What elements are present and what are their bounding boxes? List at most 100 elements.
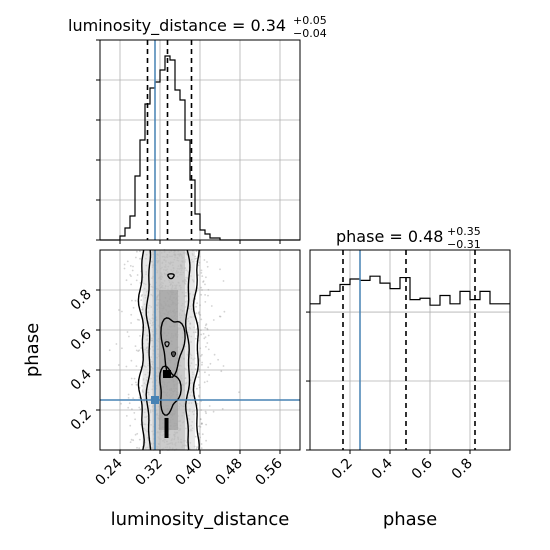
scatter-point	[135, 383, 138, 386]
scatter-point	[219, 315, 222, 318]
scatter-point	[131, 299, 133, 302]
scatter-point	[198, 433, 201, 435]
scatter-point	[201, 353, 203, 356]
scatter-point	[127, 393, 130, 396]
panel-2d-luminosity-distance-phase: 0.24 0.32 0.40 0.48 0.56 0.2 0.4 0.6 0.8	[68, 249, 301, 489]
scatter-point	[206, 327, 209, 330]
scatter-point	[199, 347, 202, 350]
scatter-point	[132, 397, 135, 399]
contour-line-0	[137, 249, 145, 451]
scatter-point	[135, 349, 138, 352]
scatter-point	[201, 422, 203, 425]
xlabel-luminosity-distance: luminosity_distance	[111, 509, 290, 530]
scatter-point	[198, 395, 200, 398]
scatter-point	[140, 347, 143, 349]
scatter-point	[135, 381, 137, 384]
scatter-point	[195, 447, 198, 450]
scatter-point	[131, 383, 133, 386]
scatter-point	[132, 306, 135, 309]
scatter-point	[205, 345, 207, 348]
x-tick-label: 0.32	[132, 456, 165, 489]
y-tick-label: 0.4	[68, 366, 95, 393]
scatter-point	[199, 436, 202, 439]
scatter-point	[200, 269, 203, 272]
scatter-point	[129, 274, 132, 276]
scatter-point	[136, 250, 138, 253]
scatter-point	[213, 353, 216, 356]
scatter-point	[208, 405, 211, 407]
scatter-point	[140, 299, 143, 301]
scatter-point	[209, 362, 212, 365]
scatter-point	[130, 283, 133, 286]
density-band-inner	[159, 290, 178, 430]
density-peak	[164, 418, 169, 438]
scatter-point	[198, 370, 201, 373]
scatter-point	[138, 349, 141, 352]
scatter-point	[130, 275, 132, 277]
scatter-point	[196, 387, 198, 390]
title-phase-main: phase = 0.48	[336, 227, 443, 246]
title-luminosity-distance-sup: +0.05	[293, 14, 327, 27]
scatter-point	[198, 261, 201, 264]
y-tick-label: 0.8	[68, 287, 95, 314]
scatter-point	[139, 250, 141, 253]
panel-hist-luminosity-distance	[96, 39, 301, 244]
scatter-point	[201, 363, 203, 366]
contour-blob	[164, 341, 170, 348]
scatter-point	[199, 314, 202, 316]
scatter-point	[210, 305, 213, 307]
scatter-point	[129, 441, 132, 443]
scatter-point	[194, 368, 197, 371]
scatter-point	[128, 402, 131, 405]
scatter-point	[194, 435, 197, 438]
scatter-point	[202, 281, 205, 283]
scatter-point	[195, 257, 198, 260]
x-tick-label: 0.56	[252, 455, 285, 488]
scatter-point	[205, 276, 207, 279]
scatter-point	[199, 329, 202, 332]
scatter-point	[202, 333, 205, 335]
scatter-point	[121, 347, 123, 350]
scatter-point	[197, 376, 200, 379]
scatter-point	[132, 265, 134, 268]
contour-line-1	[145, 249, 152, 451]
scatter-point	[203, 337, 206, 340]
scatter-point	[198, 255, 201, 258]
scatter-point	[201, 275, 204, 277]
scatter-point	[139, 335, 141, 337]
scatter-point	[200, 443, 203, 445]
scatter-point	[123, 267, 126, 270]
scatter-point	[200, 272, 203, 274]
scatter-point	[204, 294, 207, 296]
scatter-point	[118, 309, 120, 311]
scatter-point	[238, 391, 241, 394]
truth-marker	[151, 396, 159, 404]
scatter-point	[200, 333, 203, 336]
scatter-point	[200, 447, 203, 449]
scatter-point	[134, 299, 137, 302]
scatter-point	[204, 410, 207, 413]
scatter-point	[204, 324, 207, 327]
scatter-point	[141, 384, 143, 387]
x-tick-label: 0.24	[92, 455, 125, 488]
title-luminosity-distance-main: luminosity_distance = 0.34	[68, 16, 286, 36]
scatter-point	[199, 304, 201, 307]
scatter-point	[138, 319, 141, 321]
scatter-point	[127, 406, 130, 409]
scatter-point	[123, 263, 126, 266]
scatter-point	[198, 386, 201, 389]
scatter-point	[136, 446, 138, 449]
scatter-point	[205, 439, 208, 442]
scatter-point	[133, 412, 136, 414]
scatter-point	[197, 274, 200, 276]
scatter-point	[207, 334, 210, 337]
scatter-point	[212, 319, 215, 321]
y-tick-label: 0.2	[68, 407, 95, 434]
scatter-point	[198, 394, 200, 397]
scatter-point	[141, 306, 143, 308]
scatter-point	[222, 280, 225, 282]
scatter-point	[207, 366, 210, 369]
scatter-point	[205, 412, 208, 415]
contour-blob	[170, 351, 177, 358]
